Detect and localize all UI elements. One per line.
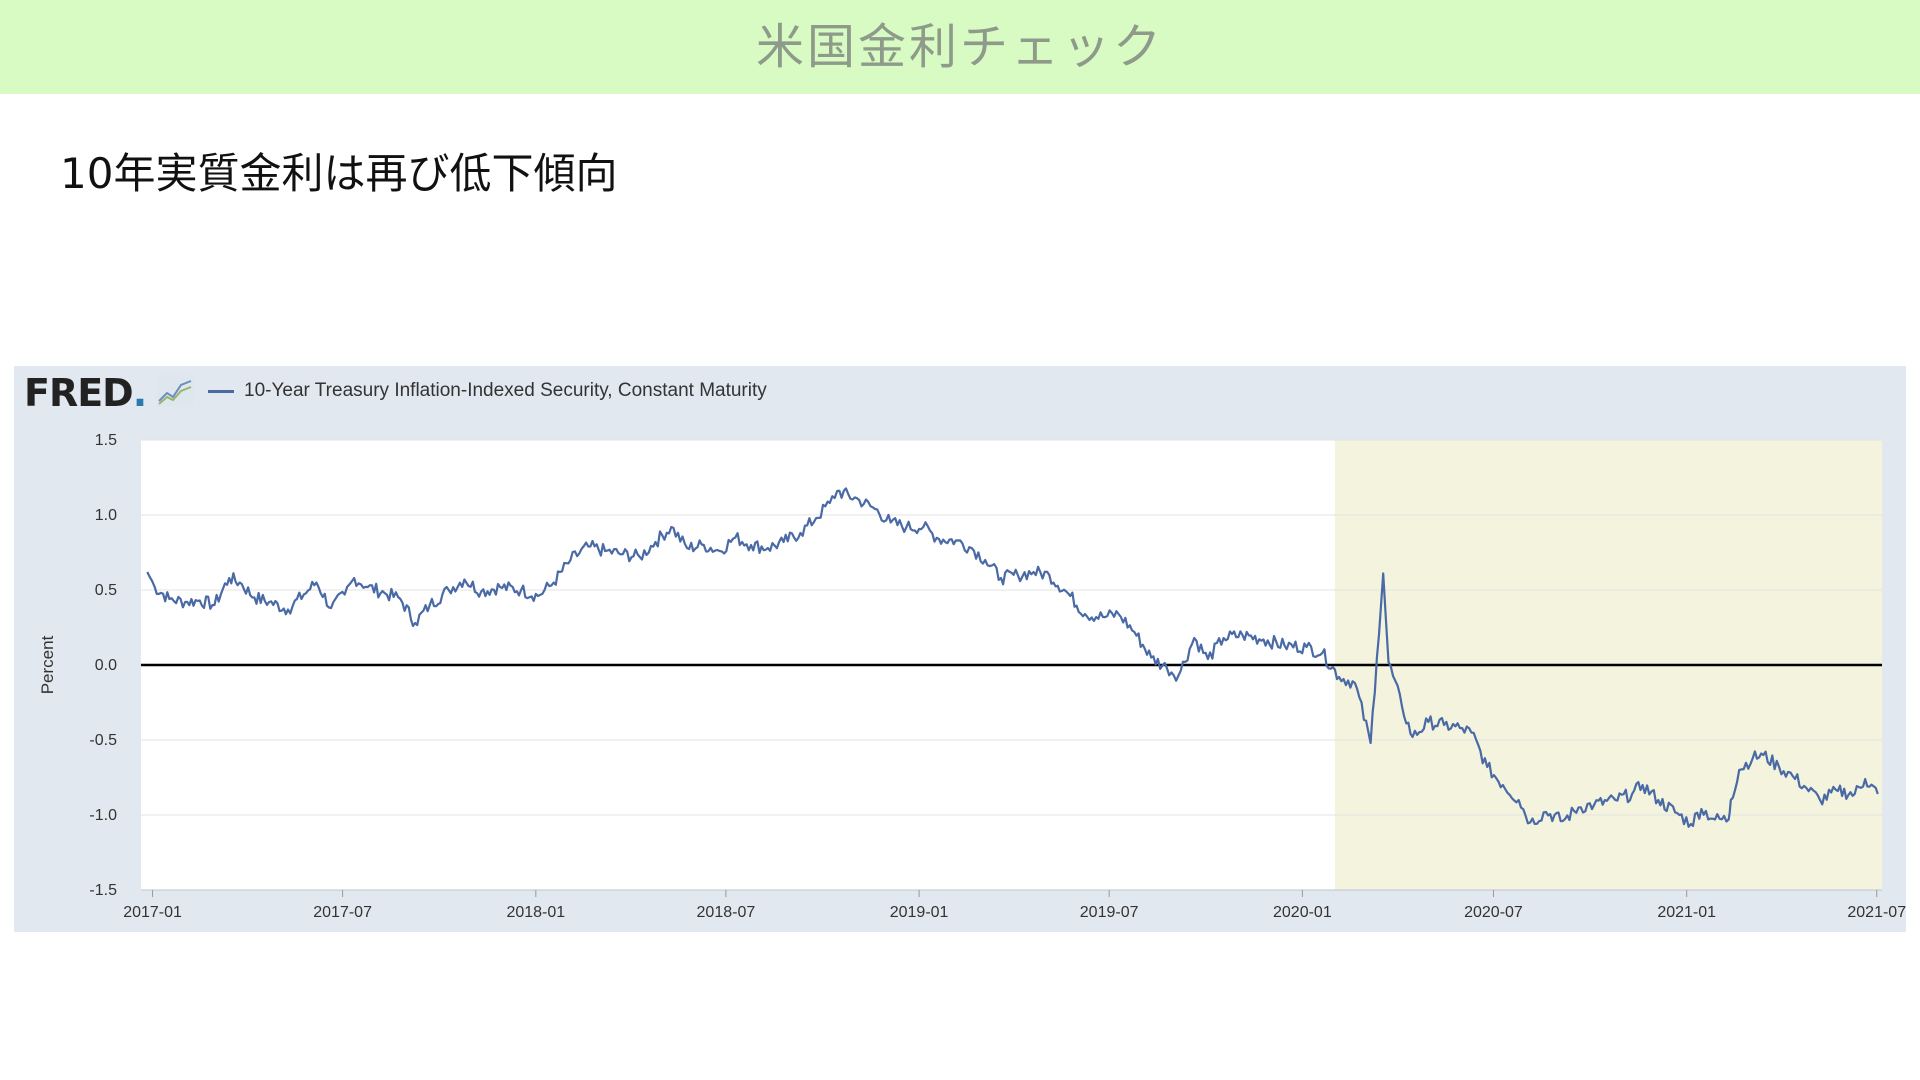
y-tick-label: -1.0	[89, 807, 117, 824]
y-tick-label: 0.5	[95, 582, 117, 599]
legend-label: 10-Year Treasury Inflation-Indexed Secur…	[244, 380, 767, 401]
y-tick-label: 1.5	[95, 432, 117, 449]
x-tick-label: 2018-07	[697, 904, 756, 921]
y-tick-label: -1.5	[89, 882, 117, 899]
y-tick-label: 1.0	[95, 507, 117, 524]
x-tick-label: 2017-01	[123, 904, 182, 921]
series-line	[146, 487, 1879, 828]
fred-logo: FRED.	[24, 371, 147, 415]
x-tick-label: 2021-07	[1847, 904, 1906, 921]
x-tick-label: 2021-01	[1657, 904, 1716, 921]
x-tick-label: 2020-07	[1464, 904, 1523, 921]
fred-logo-dot: .	[132, 371, 147, 415]
page-title: 米国金利チェック	[755, 19, 1164, 75]
y-tick-label: 0.0	[95, 657, 117, 674]
y-tick-label: -0.5	[89, 732, 117, 749]
graph-icon	[157, 375, 193, 407]
chart-legend: 10-Year Treasury Inflation-Indexed Secur…	[208, 380, 767, 402]
slide-subtitle: 10年実質金利は再び低下傾向	[60, 149, 618, 198]
legend-swatch	[208, 389, 234, 393]
x-tick-label: 2019-01	[890, 904, 949, 921]
fred-logo-text: FRED	[24, 371, 134, 415]
x-tick-label: 2018-01	[506, 904, 565, 921]
x-tick-label: 2019-07	[1080, 904, 1139, 921]
y-axis-label: Percent	[38, 635, 57, 694]
title-banner	[0, 0, 1920, 94]
x-tick-label: 2017-07	[313, 904, 372, 921]
x-tick-label: 2020-01	[1273, 904, 1332, 921]
